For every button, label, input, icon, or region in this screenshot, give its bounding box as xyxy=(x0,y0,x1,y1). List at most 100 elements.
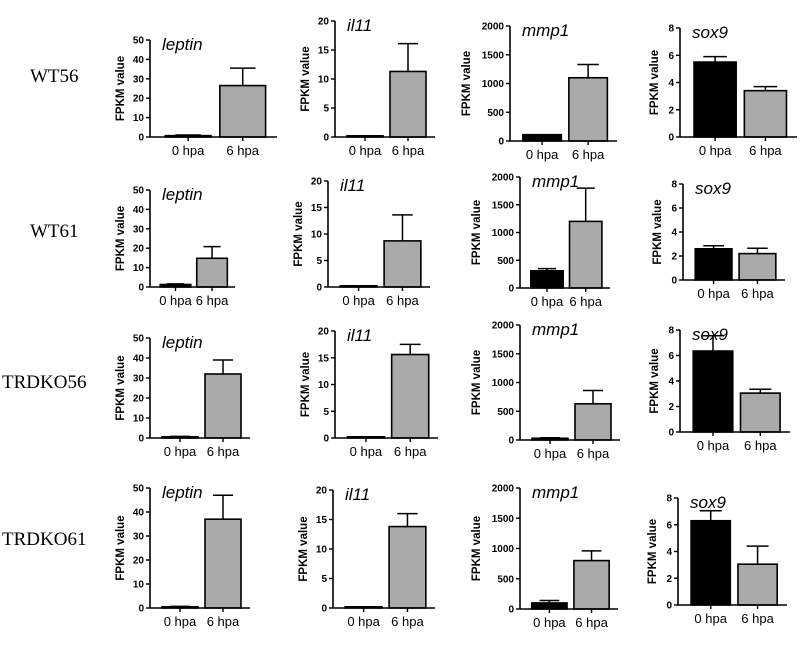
panel-title: il11 xyxy=(347,326,372,345)
y-tick-label: 0 xyxy=(316,283,322,294)
y-tick-label: 2000 xyxy=(482,22,505,33)
x-tick-label: 0 hpa xyxy=(697,438,730,453)
y-tick-label: 0 xyxy=(668,428,674,439)
panel-title: mmp1 xyxy=(522,21,569,40)
y-tick-label: 1000 xyxy=(492,228,515,239)
panel-title: leptin xyxy=(162,185,203,204)
y-tick-label: 2000 xyxy=(492,173,515,184)
y-axis-label: FPKM value xyxy=(471,200,483,265)
x-tick-label: 6 hpa xyxy=(386,293,419,308)
y-tick-label: 20 xyxy=(133,394,145,405)
bar-6hpa xyxy=(204,373,242,439)
bar-0hpa xyxy=(522,133,563,142)
y-tick-label: 2000 xyxy=(492,484,515,495)
bar-6hpa xyxy=(574,402,612,441)
y-tick-label: 40 xyxy=(133,508,145,519)
panel-wt56-mmp1: 0 hpa 6 hpa 0 500 1000 1500 2000 FPKM value mmp1 xyxy=(461,21,617,162)
y-tick-label: 0 xyxy=(508,284,514,295)
y-tick-label: 1000 xyxy=(492,544,515,555)
x-tick-label: 0 hpa xyxy=(699,143,732,158)
bar-6hpa xyxy=(738,252,777,281)
y-tick-label: 0 xyxy=(138,604,144,615)
y-tick-label: 20 xyxy=(318,327,330,338)
y-axis-label: FPKM value xyxy=(115,206,127,271)
x-tick-label: 6 hpa xyxy=(226,143,259,158)
y-tick-label: 8 xyxy=(668,24,674,35)
y-tick-label: 2000 xyxy=(492,321,515,332)
x-tick-label: 0 hpa xyxy=(350,444,383,459)
y-tick-label: 0 xyxy=(668,133,674,144)
y-tick-label: 5 xyxy=(323,407,329,418)
x-tick-label: 6 hpa xyxy=(207,444,240,459)
x-tick-label: 6 hpa xyxy=(392,143,425,158)
bar-6hpa xyxy=(739,392,781,433)
y-axis-label: FPKM value xyxy=(649,50,661,115)
panel-title: il11 xyxy=(347,16,372,35)
panel-title: il11 xyxy=(340,176,365,195)
y-tick-label: 8 xyxy=(668,326,674,337)
y-tick-label: 0 xyxy=(321,604,327,615)
y-tick-label: 0 xyxy=(666,601,672,612)
y-tick-label: 10 xyxy=(318,380,330,391)
y-tick-label: 10 xyxy=(133,414,145,425)
bar-0hpa xyxy=(693,61,737,138)
x-tick-label: 0 hpa xyxy=(164,614,197,629)
x-tick-label: 6 hpa xyxy=(741,286,774,301)
y-tick-label: 5 xyxy=(323,104,329,115)
x-tick-label: 0 hpa xyxy=(349,143,382,158)
bar-6hpa xyxy=(743,89,788,138)
y-axis-label: FPKM value xyxy=(461,51,473,116)
row-label: WT61 xyxy=(30,221,79,242)
y-tick-label: 40 xyxy=(133,55,145,66)
x-tick-label: 0 hpa xyxy=(159,293,192,308)
bar-6hpa xyxy=(568,220,603,289)
x-tick-label: 6 hpa xyxy=(744,438,777,453)
x-tick-label: 6 hpa xyxy=(391,614,424,629)
x-tick-label: 0 hpa xyxy=(164,444,197,459)
row-label: TRDKO61 xyxy=(2,529,86,550)
panel-title: mmp1 xyxy=(532,172,579,191)
bar-0hpa xyxy=(530,602,568,610)
bar-6hpa xyxy=(204,518,242,609)
panel-title: sox9 xyxy=(695,179,731,198)
x-tick-label: 6 hpa xyxy=(749,143,782,158)
y-tick-label: 30 xyxy=(133,74,145,85)
y-tick-label: 4 xyxy=(668,78,674,89)
y-tick-label: 10 xyxy=(311,230,323,241)
x-tick-label: 6 hpa xyxy=(577,446,610,461)
y-tick-label: 2 xyxy=(671,252,677,263)
y-tick-label: 1500 xyxy=(492,349,515,360)
x-tick-label: 0 hpa xyxy=(172,143,205,158)
x-tick-label: 0 hpa xyxy=(533,615,566,630)
y-tick-label: 0 xyxy=(138,434,144,445)
x-tick-label: 0 hpa xyxy=(694,611,727,626)
y-tick-label: 15 xyxy=(311,203,323,214)
y-tick-label: 0 xyxy=(138,133,144,144)
y-tick-label: 30 xyxy=(133,374,145,385)
y-tick-label: 0 xyxy=(323,133,329,144)
bar-6hpa xyxy=(383,240,422,288)
x-tick-label: 0 hpa xyxy=(526,147,559,162)
bar-0hpa xyxy=(692,350,734,433)
y-tick-label: 4 xyxy=(668,377,674,388)
y-tick-label: 6 xyxy=(668,351,674,362)
y-tick-label: 40 xyxy=(133,354,145,365)
panel-trdko61-il11: 0 hpa 6 hpa 0 5 10 15 20 FPKM value il11 xyxy=(298,485,435,629)
y-tick-label: 0 xyxy=(508,605,514,616)
panel-title: leptin xyxy=(162,333,203,352)
y-tick-label: 8 xyxy=(666,494,672,505)
y-axis-label: FPKM value xyxy=(300,352,312,417)
bar-6hpa xyxy=(219,84,267,138)
y-tick-label: 50 xyxy=(133,36,145,47)
bar-6hpa xyxy=(390,353,430,439)
panel-wt56-leptin: 0 hpa 6 hpa 0 10 20 30 40 50 FPKM value leptin xyxy=(115,35,277,158)
y-axis-label: FPKM value xyxy=(471,516,483,581)
y-tick-label: 20 xyxy=(316,486,328,497)
y-tick-label: 2 xyxy=(666,574,672,585)
y-tick-label: 8 xyxy=(671,180,677,191)
y-tick-label: 4 xyxy=(671,228,677,239)
panel-wt61-sox9: 0 hpa 6 hpa 0 2 4 6 8 FPKM value sox9 xyxy=(652,179,785,301)
x-tick-label: 6 hpa xyxy=(569,294,602,309)
y-tick-label: 10 xyxy=(133,113,145,124)
